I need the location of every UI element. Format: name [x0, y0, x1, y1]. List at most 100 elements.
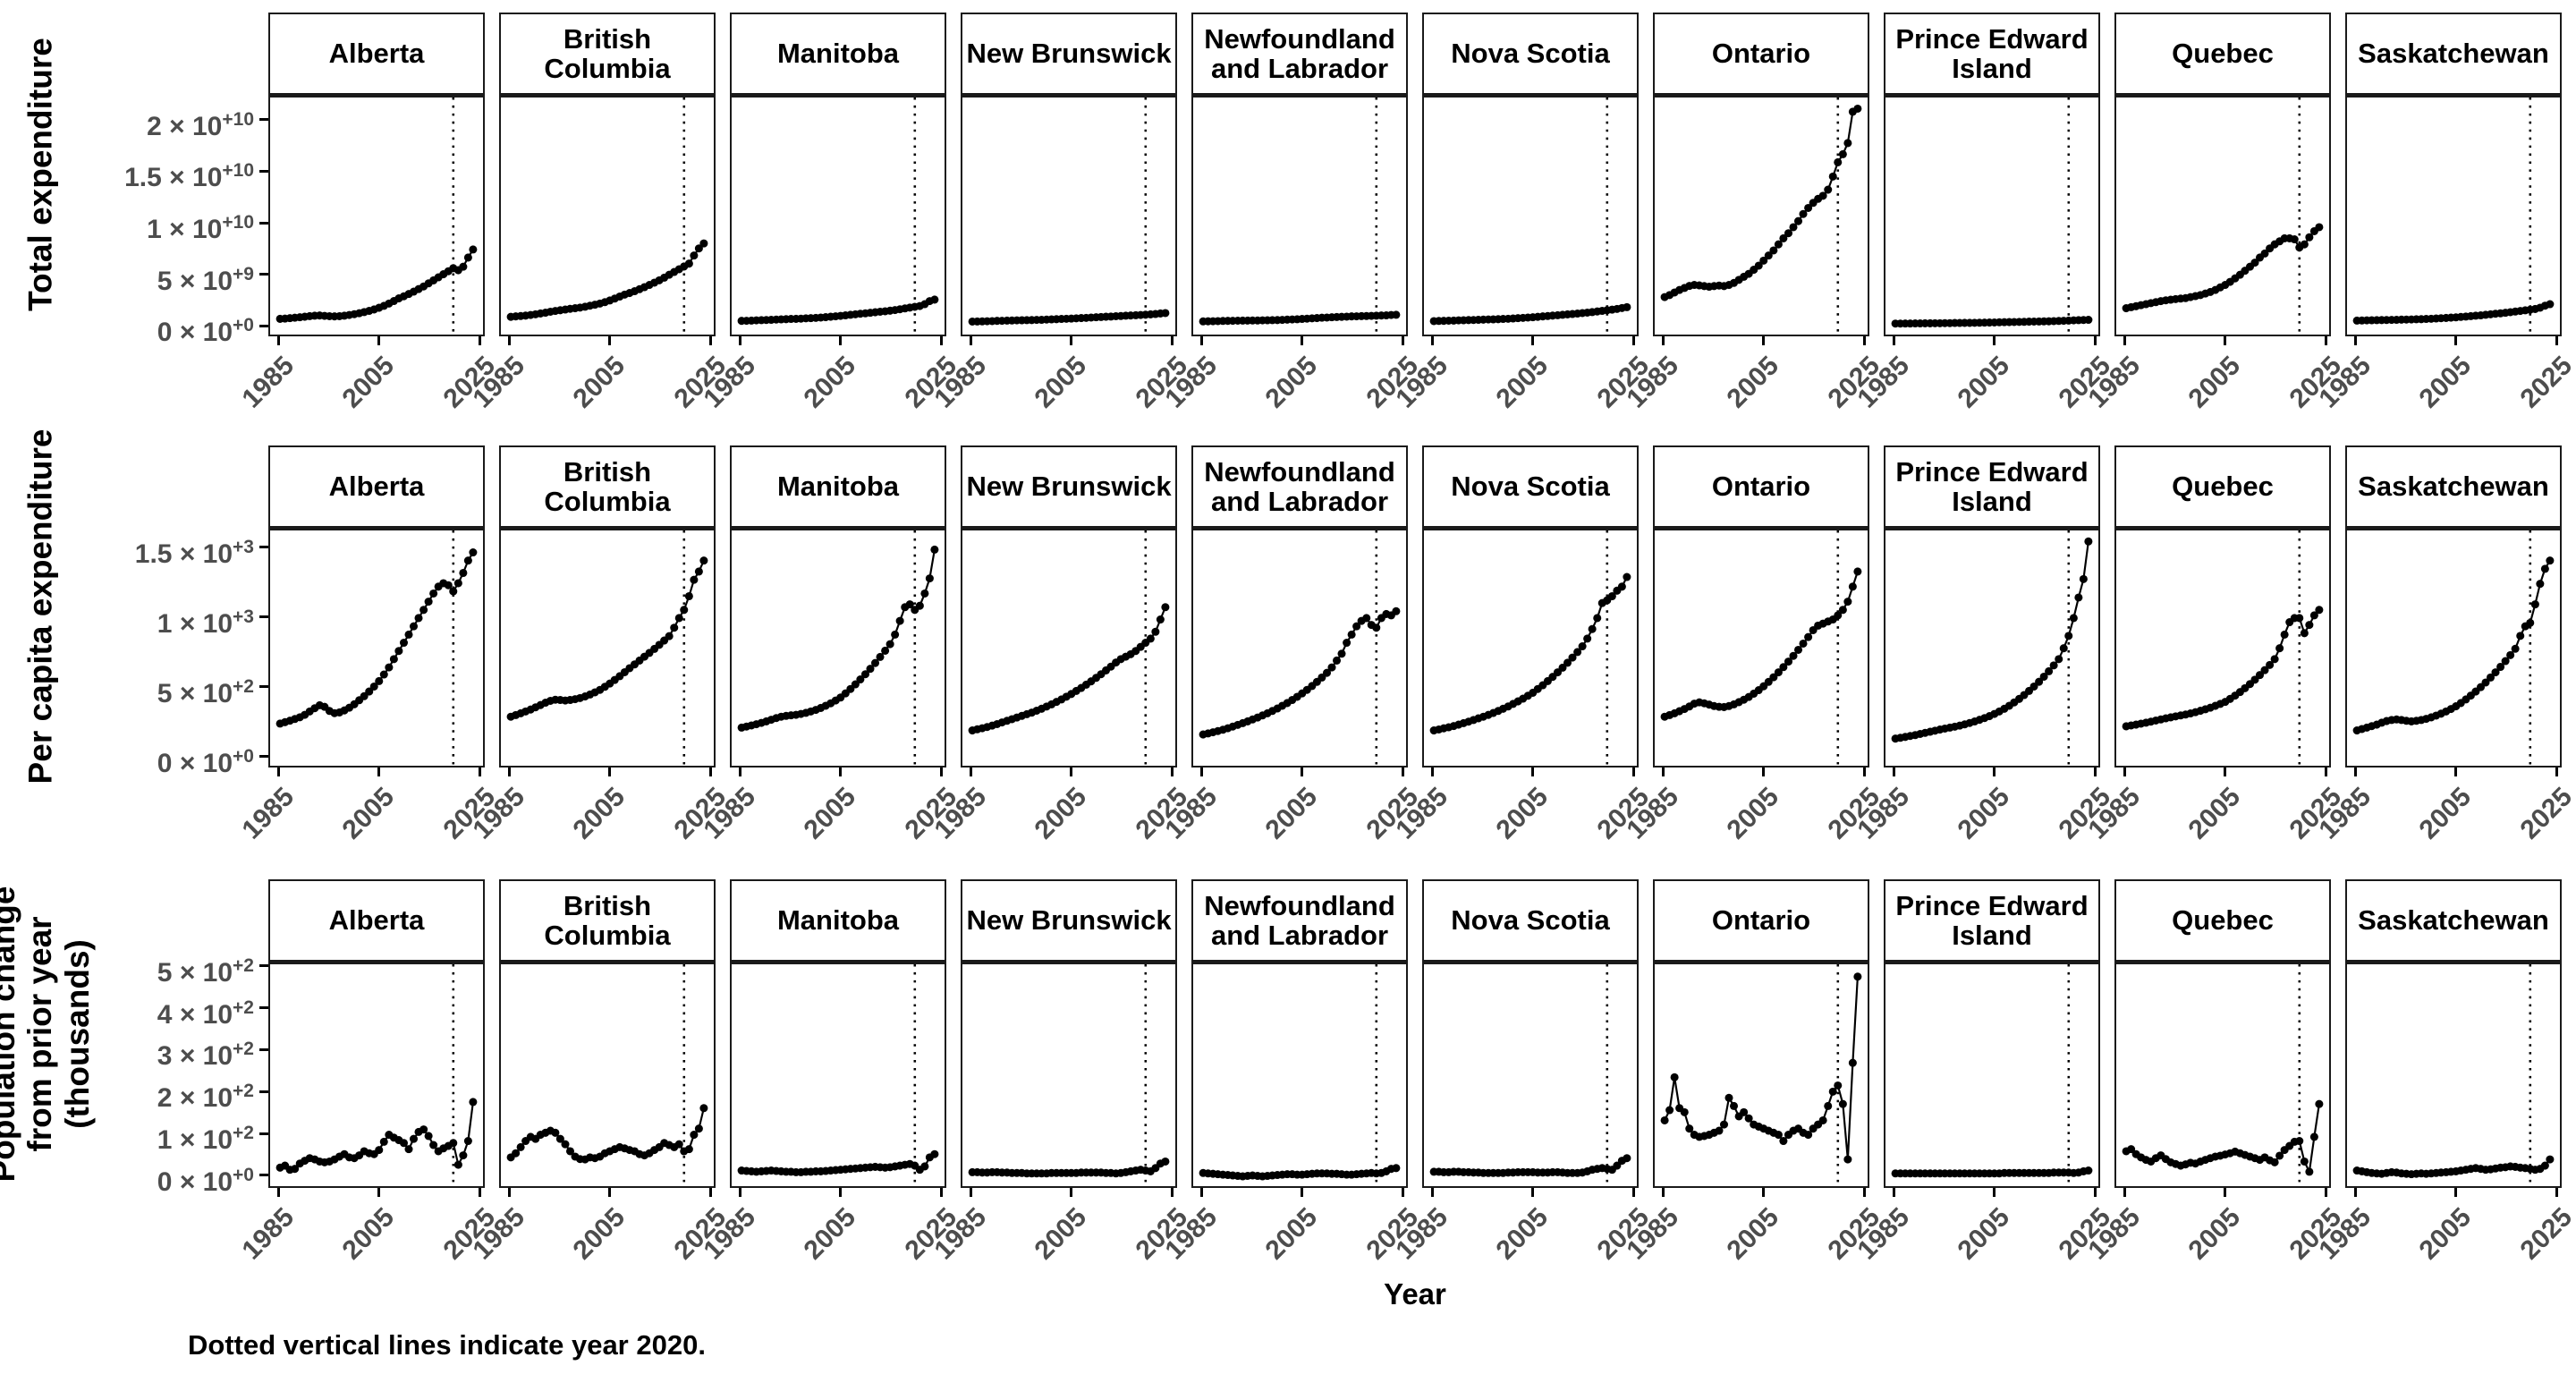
facet-strip: Newfoundland and Labrador [1191, 879, 1408, 962]
x-tick-mark [1070, 768, 1073, 776]
x-tick-mark [1862, 768, 1866, 776]
x-tick-mark [276, 1188, 280, 1197]
x-tick-mark [276, 768, 280, 776]
x-tick-mark [2123, 1188, 2126, 1197]
facet-strip: Prince Edward Island [1884, 879, 2100, 962]
x-axis: 1985 2005 2025 [467, 1188, 732, 1274]
facet-strip: British Columbia [499, 445, 716, 528]
x-tick-mark [2224, 336, 2227, 345]
x-axis: 1985 2005 2025 [236, 336, 501, 445]
x-axis: 1985 2005 2025 [1159, 768, 1424, 879]
x-tick-mark [377, 336, 381, 345]
facet-strip-label: Saskatchewan [2358, 471, 2549, 503]
x-tick-mark [1531, 1188, 1535, 1197]
y-tick-label: 5 × 10+9 [157, 263, 254, 296]
facet-strip: Saskatchewan [2345, 879, 2562, 962]
x-tick-label: 2005 [567, 351, 631, 414]
series-plot [968, 530, 1170, 766]
facet-strip: Saskatchewan [2345, 13, 2562, 95]
x-tick-mark [1401, 336, 1404, 345]
facet-panel [961, 528, 1177, 768]
facet-strip-label: Manitoba [776, 904, 900, 937]
x-axis-title: Year [1384, 1277, 1446, 1310]
facet-panel [1653, 528, 1869, 768]
facet-strip: Manitoba [730, 879, 946, 962]
facet-panel [1653, 95, 1869, 336]
x-tick-mark [1170, 1188, 1174, 1197]
y-tick-label: 5 × 10+2 [157, 954, 254, 988]
chart-row-total_expenditure: Total expenditure 0 × 10+0 5 × 10+9 1 × 10+… [0, 13, 2576, 445]
x-axis: 1985 2005 2025 [2082, 1188, 2347, 1274]
x-tick-mark [2123, 336, 2126, 345]
series-plot [2122, 530, 2324, 766]
y-tick-mark [259, 118, 268, 122]
x-tick-label: 2005 [336, 1202, 401, 1266]
chart-row-population_change: Population change from prior year (thous… [0, 879, 2576, 1274]
facet-strip-label: Nova Scotia [1451, 38, 1610, 70]
x-tick-mark [969, 1188, 972, 1197]
facet-per_capita_expenditure: Nova Scotia 1985 2005 2025 [1390, 445, 1655, 879]
facet-per_capita_expenditure: British Columbia 1985 2005 2025 [467, 445, 732, 879]
x-tick-mark [1070, 336, 1073, 345]
series-line [971, 606, 1166, 732]
y-tick-mark [259, 755, 268, 759]
series-plot [968, 964, 1170, 1186]
x-tick-mark [1199, 768, 1203, 776]
series-plot [506, 964, 708, 1186]
series-line [279, 551, 474, 725]
x-tick-mark [939, 336, 943, 345]
x-tick-mark [478, 768, 481, 776]
facet-panel [2345, 962, 2562, 1188]
facet-population_change: Newfoundland and Labrador 1985 2005 2025 [1159, 879, 1424, 1274]
x-tick-mark [377, 768, 381, 776]
facet-strip-label: Nova Scotia [1451, 904, 1610, 937]
y-tick-label: 3 × 10+2 [157, 1039, 254, 1072]
facet-strip-label: Ontario [1711, 38, 1811, 70]
x-tick-label: 2005 [1029, 782, 1093, 845]
facet-strip: New Brunswick [961, 13, 1177, 95]
x-tick-label: 2005 [1721, 1202, 1785, 1266]
facet-total_expenditure: Manitoba 1985 2005 2025 [698, 13, 962, 445]
x-axis: 1985 2005 2025 [2313, 1188, 2576, 1274]
facet-total_expenditure: Nova Scotia 1985 2005 2025 [1390, 13, 1655, 445]
y-tick-mark [259, 1047, 268, 1051]
series-plot [1891, 964, 2093, 1186]
facet-panel [1191, 95, 1408, 336]
y-tick-label: 5 × 10+2 [157, 675, 254, 708]
facet-panel [2345, 528, 2562, 768]
x-tick-label: 2005 [2182, 782, 2247, 845]
x-axis: 1985 2005 2025 [928, 336, 1193, 445]
x-tick-mark [608, 768, 612, 776]
facet-strip: Ontario [1653, 445, 1869, 528]
series-line [1433, 576, 1628, 732]
facet-total_expenditure: British Columbia 1985 2005 2025 [467, 13, 732, 445]
series-plot [1891, 530, 2093, 766]
y-tick-mark [259, 1090, 268, 1093]
series-plot [1199, 530, 1401, 766]
facet-strip: Alberta [268, 879, 485, 962]
series-plot [2352, 530, 2555, 766]
x-tick-mark [1531, 768, 1535, 776]
facet-strip: Newfoundland and Labrador [1191, 13, 1408, 95]
x-tick-mark [2555, 1188, 2558, 1197]
series-plot [2352, 98, 2555, 335]
x-tick-label: 1985 [236, 1202, 300, 1266]
facet-strip-label: Newfoundland and Labrador [1204, 889, 1395, 951]
x-tick-label: 2005 [2413, 1202, 2478, 1266]
facet-strip: Prince Edward Island [1884, 445, 2100, 528]
facet-strip: Alberta [268, 13, 485, 95]
x-tick-mark [1301, 1188, 1304, 1197]
facet-population_change: Ontario 1985 2005 2025 [1621, 879, 1885, 1274]
y-tick-mark [259, 1174, 268, 1177]
x-tick-label: 2005 [1952, 351, 2016, 414]
x-tick-mark [478, 1188, 481, 1197]
x-tick-mark [1993, 1188, 1996, 1197]
x-tick-mark [2224, 1188, 2227, 1197]
x-tick-mark [2454, 1188, 2458, 1197]
series-line [511, 242, 705, 318]
facet-strip-label: Newfoundland and Labrador [1204, 455, 1395, 517]
facet-grid: Total expenditure 0 × 10+0 5 × 10+9 1 × 10+… [0, 13, 2576, 1274]
facet-strip-label: Ontario [1711, 904, 1811, 937]
x-tick-mark [1301, 768, 1304, 776]
y-axis-per_capita_expenditure: 0 × 10+0 5 × 10+2 1 × 10+3 1.5 × 10+3 [80, 445, 268, 778]
